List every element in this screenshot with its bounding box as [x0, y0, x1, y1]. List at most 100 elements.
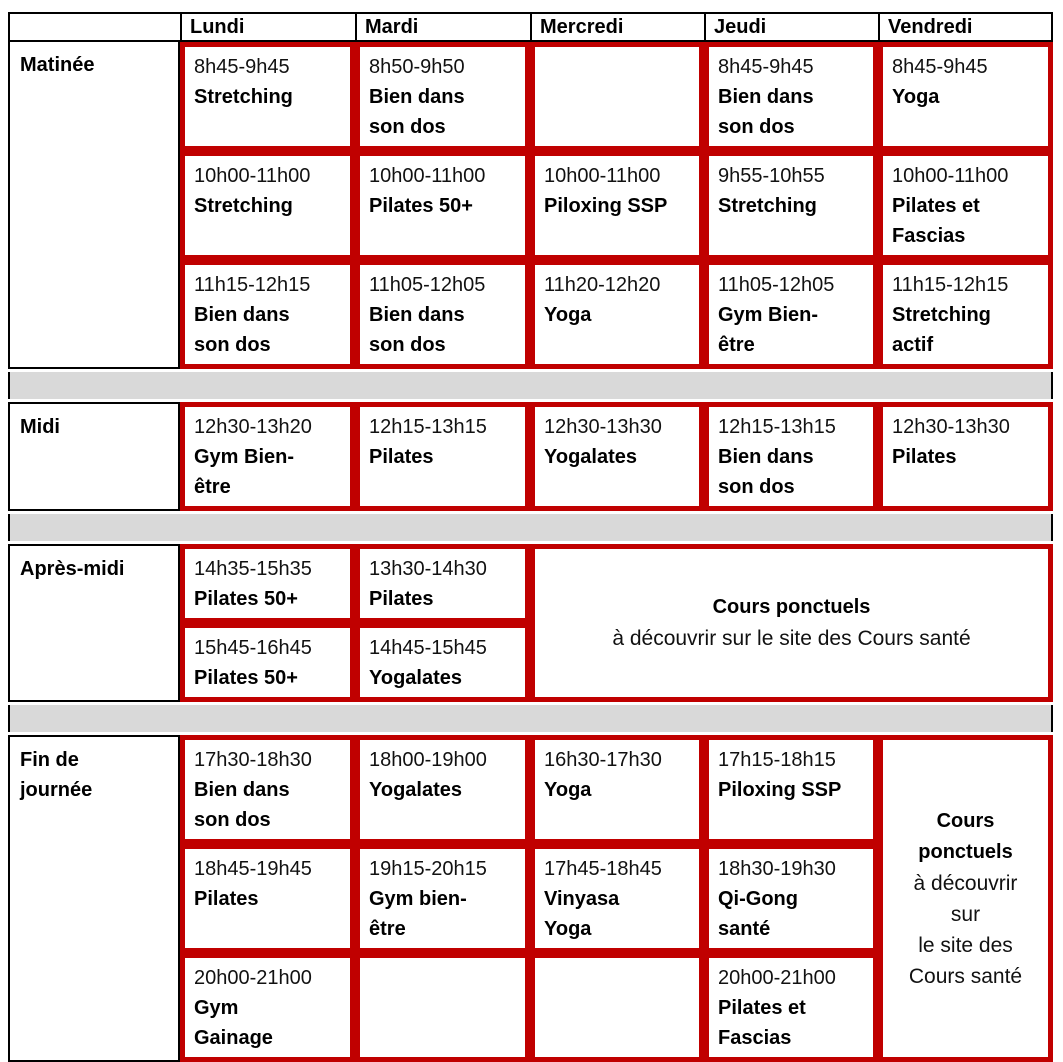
class-cell: 11h15-12h15 Stretching actif [878, 260, 1053, 369]
class-cell: 18h45-19h45 Pilates [180, 844, 355, 953]
class-cell: 10h00-11h00 Pilates et Fascias [878, 151, 1053, 260]
separator-row [8, 511, 1053, 544]
class-name: Qi-Gong santé [718, 888, 798, 940]
section-label-fin-de-journee: Fin de journée [8, 735, 180, 1062]
table-row: Fin de journée 17h30-18h30 Bien dans son… [8, 735, 1053, 1062]
class-name: Pilates 50+ [369, 195, 473, 217]
weekly-schedule-table: Lundi Mardi Mercredi Jeudi Vendredi Mati… [8, 12, 1053, 1062]
cours-ponctuels-subtitle: à découvrir sur le site des Cours santé [612, 627, 971, 650]
class-time: 20h00-21h00 [194, 967, 312, 989]
class-name: Pilates [369, 588, 434, 610]
cours-ponctuels-subtitle: à découvrir sur le site des Cours santé [908, 871, 1023, 988]
class-cell: 8h45-9h45 Yoga [878, 42, 1053, 151]
class-name: Bien dans son dos [369, 86, 465, 138]
class-time: 8h45-9h45 [718, 56, 814, 78]
separator-row [8, 369, 1053, 402]
class-name: Stretching [194, 86, 293, 108]
section-label-apres-midi: Après-midi [8, 544, 180, 702]
class-name: Vinyasa Yoga [544, 888, 620, 940]
class-cell: 17h15-18h15 Piloxing SSP [704, 735, 878, 844]
class-cell: 19h15-20h15 Gym bien- être [355, 844, 530, 953]
table-row: Midi 12h30-13h20 Gym Bien- être 12h15-13… [8, 402, 1053, 511]
class-time: 8h50-9h50 [369, 56, 465, 78]
class-cell: 12h30-13h30 Yogalates [530, 402, 704, 511]
class-name: Yogalates [369, 779, 462, 801]
class-name: Yogalates [369, 667, 462, 689]
table-row: Après-midi 14h35-15h35 Pilates 50+ 13h30… [8, 544, 1053, 702]
table-row: 11h15-12h15 Bien dans son dos 11h05-12h0… [8, 260, 1053, 369]
class-cell: 14h35-15h35 Pilates 50+ [180, 544, 355, 623]
class-cell: 8h45-9h45 Stretching [180, 42, 355, 151]
class-cell: 9h55-10h55 Stretching [704, 151, 878, 260]
class-cell: 15h45-16h45 Pilates 50+ [180, 623, 355, 702]
class-cell: 10h00-11h00 Piloxing SSP [530, 151, 704, 260]
class-name: Yoga [544, 779, 592, 801]
class-name: Bien dans son dos [194, 779, 290, 831]
class-time: 10h00-11h00 [544, 165, 661, 187]
class-cell: 18h00-19h00 Yogalates [355, 735, 530, 844]
class-cell-empty [355, 953, 530, 1062]
class-time: 11h20-12h20 [544, 274, 661, 296]
class-cell-empty [530, 953, 704, 1062]
class-name: Pilates [194, 888, 259, 910]
gray-separator-bar [8, 705, 1053, 732]
class-cell: 20h00-21h00 Gym Gainage [180, 953, 355, 1062]
class-cell: 14h45-15h45 Yogalates [355, 623, 530, 702]
class-cell: 11h20-12h20 Yoga [530, 260, 704, 369]
section-label-matinee: Matinée [8, 42, 180, 369]
class-time: 8h45-9h45 [892, 56, 988, 78]
class-cell: 20h00-21h00 Pilates et Fascias [704, 953, 878, 1062]
class-name: Gym bien- être [369, 888, 467, 940]
class-cell: 11h15-12h15 Bien dans son dos [180, 260, 355, 369]
class-name: Pilates [369, 446, 434, 468]
class-cell: 8h50-9h50 Bien dans son dos [355, 42, 530, 151]
class-time: 10h00-11h00 [194, 165, 311, 187]
header-lundi: Lundi [180, 12, 355, 42]
class-name: Pilates et Fascias [718, 997, 806, 1049]
class-cell: 12h15-13h15 Pilates [355, 402, 530, 511]
class-time: 11h15-12h15 [892, 274, 1009, 296]
class-time: 14h35-15h35 [194, 558, 312, 580]
table-row: 10h00-11h00 Stretching 10h00-11h00 Pilat… [8, 151, 1053, 260]
class-time: 12h30-13h20 [194, 416, 312, 438]
header-vendredi: Vendredi [878, 12, 1053, 42]
table-row: Matinée 8h45-9h45 Stretching 8h50-9h50 B… [8, 42, 1053, 369]
class-cell: 10h00-11h00 Stretching [180, 151, 355, 260]
class-time: 10h00-11h00 [892, 165, 1009, 187]
class-time: 9h55-10h55 [718, 165, 825, 187]
class-name: Stretching actif [892, 304, 991, 356]
class-cell: 12h30-13h20 Gym Bien- être [180, 402, 355, 511]
corner-cell [8, 12, 180, 42]
class-time: 11h05-12h05 [718, 274, 835, 296]
class-time: 12h15-13h15 [718, 416, 836, 438]
class-name: Yoga [544, 304, 592, 326]
header-jeudi: Jeudi [704, 12, 878, 42]
header-row: Lundi Mardi Mercredi Jeudi Vendredi [8, 12, 1053, 42]
class-cell: 16h30-17h30 Yoga [530, 735, 704, 844]
class-time: 16h30-17h30 [544, 749, 662, 771]
class-cell-empty [530, 42, 704, 151]
header-mardi: Mardi [355, 12, 530, 42]
class-time: 17h15-18h15 [718, 749, 836, 771]
class-cell: 12h30-13h30 Pilates [878, 402, 1053, 511]
class-name: Piloxing SSP [544, 195, 668, 217]
class-name: Pilates 50+ [194, 667, 298, 689]
class-name: Piloxing SSP [718, 779, 842, 801]
cours-ponctuels-title: Cours ponctuels [918, 809, 1013, 863]
class-cell: 17h30-18h30 Bien dans son dos [180, 735, 355, 844]
class-name: Yogalates [544, 446, 637, 468]
cours-ponctuels-title: Cours ponctuels [712, 596, 871, 618]
gray-separator-bar [8, 514, 1053, 541]
class-cell: 10h00-11h00 Pilates 50+ [355, 151, 530, 260]
class-cell: 12h15-13h15 Bien dans son dos [704, 402, 878, 511]
class-name: Stretching [718, 195, 817, 217]
class-name: Bien dans son dos [369, 304, 465, 356]
gray-separator-bar [8, 372, 1053, 399]
class-cell: 17h45-18h45 Vinyasa Yoga [530, 844, 704, 953]
class-cell: 18h30-19h30 Qi-Gong santé [704, 844, 878, 953]
class-name: Bien dans son dos [718, 446, 814, 498]
class-time: 17h30-18h30 [194, 749, 312, 771]
class-time: 18h30-19h30 [718, 858, 836, 880]
class-name: Yoga [892, 86, 940, 108]
cours-ponctuels-wide-cell: Cours ponctuels à découvrir sur le site … [530, 544, 1053, 702]
